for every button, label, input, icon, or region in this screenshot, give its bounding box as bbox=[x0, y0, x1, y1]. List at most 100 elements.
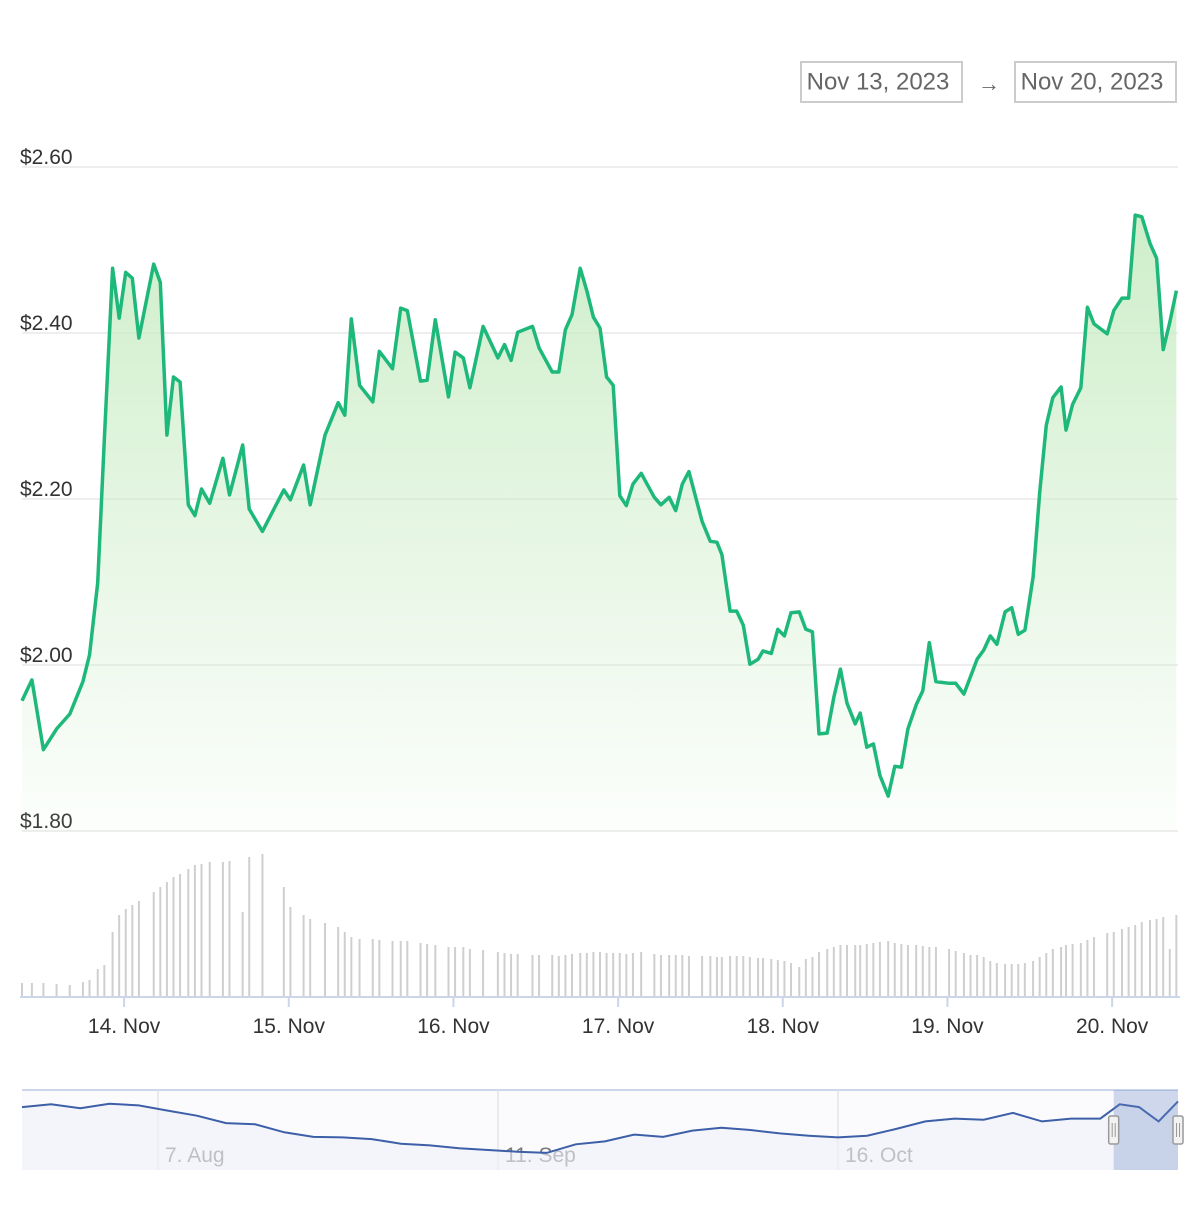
volume-bar bbox=[954, 951, 957, 997]
date-from-input[interactable] bbox=[800, 61, 963, 103]
volume-bar bbox=[982, 957, 985, 997]
volume-bar bbox=[462, 947, 465, 997]
volume-bar bbox=[1134, 925, 1137, 997]
volume-bar bbox=[776, 960, 779, 997]
volume-bar bbox=[640, 952, 643, 997]
volume-bar bbox=[592, 952, 595, 997]
volume-bar bbox=[735, 956, 738, 997]
volume-bar bbox=[42, 983, 45, 997]
x-tick-label: 19. Nov bbox=[911, 1015, 984, 1038]
volume-bar bbox=[159, 887, 162, 997]
volume-bar bbox=[241, 912, 244, 997]
volume-bar bbox=[282, 887, 285, 997]
volume-bar bbox=[1086, 940, 1089, 997]
navigator: 7. Aug11. Sep16. Oct bbox=[21, 1089, 1184, 1170]
volume-bar bbox=[687, 956, 690, 997]
volume-bar bbox=[631, 953, 634, 997]
volume-bar bbox=[96, 969, 99, 997]
volume-bar bbox=[68, 985, 71, 997]
x-tick-label: 17. Nov bbox=[582, 1015, 655, 1038]
navigator-line bbox=[21, 1100, 1179, 1154]
volume-bar bbox=[137, 901, 140, 997]
navigator-handle[interactable] bbox=[1172, 1115, 1184, 1145]
volume-bar bbox=[1060, 947, 1063, 997]
volume-bar bbox=[343, 932, 346, 997]
volume-bar bbox=[323, 923, 326, 997]
volume-bar bbox=[516, 954, 519, 997]
volume-bar bbox=[248, 857, 251, 997]
volume-bar bbox=[1051, 949, 1054, 997]
volume-bar bbox=[221, 862, 224, 997]
volume-bar bbox=[21, 983, 23, 997]
volume-bar bbox=[715, 957, 718, 997]
volume-bar bbox=[1093, 937, 1096, 997]
y-tick-label: $2.40 bbox=[20, 312, 73, 335]
volume-bar bbox=[81, 982, 84, 997]
navigator-selection bbox=[1113, 1090, 1178, 1170]
x-tick-label: 16. Nov bbox=[417, 1015, 490, 1038]
volume-bar bbox=[748, 957, 751, 997]
date-to: Nov 20, 2023 bbox=[1021, 68, 1164, 95]
x-tick-label: 15. Nov bbox=[253, 1015, 326, 1038]
volume-bar bbox=[261, 854, 264, 997]
x-tick-label: 18. Nov bbox=[747, 1015, 820, 1038]
volume-bar bbox=[605, 953, 608, 997]
volume-bar bbox=[893, 943, 896, 997]
date-to-input[interactable] bbox=[1014, 61, 1177, 103]
range-separator: → bbox=[978, 71, 1000, 96]
volume-bar bbox=[915, 945, 918, 997]
volume-bar bbox=[887, 941, 890, 997]
volume-bar bbox=[1149, 920, 1152, 997]
volume-bar bbox=[564, 955, 567, 997]
volume-bar bbox=[124, 909, 127, 997]
volume-bar bbox=[618, 953, 621, 997]
volume-bar bbox=[571, 954, 574, 997]
volume-bar bbox=[790, 963, 793, 997]
volume-bar bbox=[668, 955, 671, 997]
volume-bar bbox=[948, 949, 951, 997]
volume-bar bbox=[1004, 964, 1007, 997]
volume-bar bbox=[921, 946, 924, 997]
volume-bar bbox=[391, 941, 394, 997]
volume-bar bbox=[757, 958, 760, 997]
volume-bar bbox=[976, 955, 979, 997]
volume-bar bbox=[1112, 932, 1115, 997]
volume-bar bbox=[208, 862, 211, 997]
volume-bar bbox=[783, 961, 786, 997]
volume-bar bbox=[729, 956, 732, 997]
volume-bar bbox=[1127, 927, 1130, 997]
volume-bar bbox=[55, 984, 58, 997]
volume-bar bbox=[865, 944, 868, 997]
volume-bar bbox=[709, 956, 712, 997]
volume-bar bbox=[551, 955, 554, 997]
volume-bar bbox=[289, 907, 292, 997]
volume-bar bbox=[350, 937, 353, 997]
volume-bar bbox=[531, 955, 534, 997]
volume-bar bbox=[1162, 917, 1165, 997]
volume-bar bbox=[804, 959, 807, 997]
volume-bar bbox=[906, 945, 909, 997]
volume-bar bbox=[653, 954, 656, 997]
volume-bar bbox=[302, 915, 305, 997]
volume-bar bbox=[928, 947, 931, 997]
volume-bar bbox=[434, 945, 437, 997]
volume-bar bbox=[187, 869, 190, 997]
volume-bar bbox=[1010, 964, 1013, 997]
volume-bar bbox=[701, 956, 704, 997]
volume-bar bbox=[468, 949, 471, 997]
price-line bbox=[20, 213, 1179, 798]
volume-bar bbox=[1140, 922, 1143, 997]
volume-bar bbox=[579, 953, 582, 997]
volume-bar bbox=[482, 950, 485, 997]
volume-bar bbox=[118, 915, 121, 997]
navigator-handle[interactable] bbox=[1107, 1115, 1120, 1145]
volume-bar bbox=[859, 945, 862, 997]
volume-bar bbox=[659, 955, 662, 997]
volume-bar bbox=[674, 955, 677, 997]
price-area bbox=[22, 215, 1177, 832]
volume-bar bbox=[625, 954, 628, 997]
volume-bar bbox=[1065, 945, 1068, 997]
volume-bar bbox=[798, 967, 801, 997]
y-tick-label: $2.00 bbox=[20, 644, 73, 667]
volume-bar bbox=[406, 941, 409, 997]
